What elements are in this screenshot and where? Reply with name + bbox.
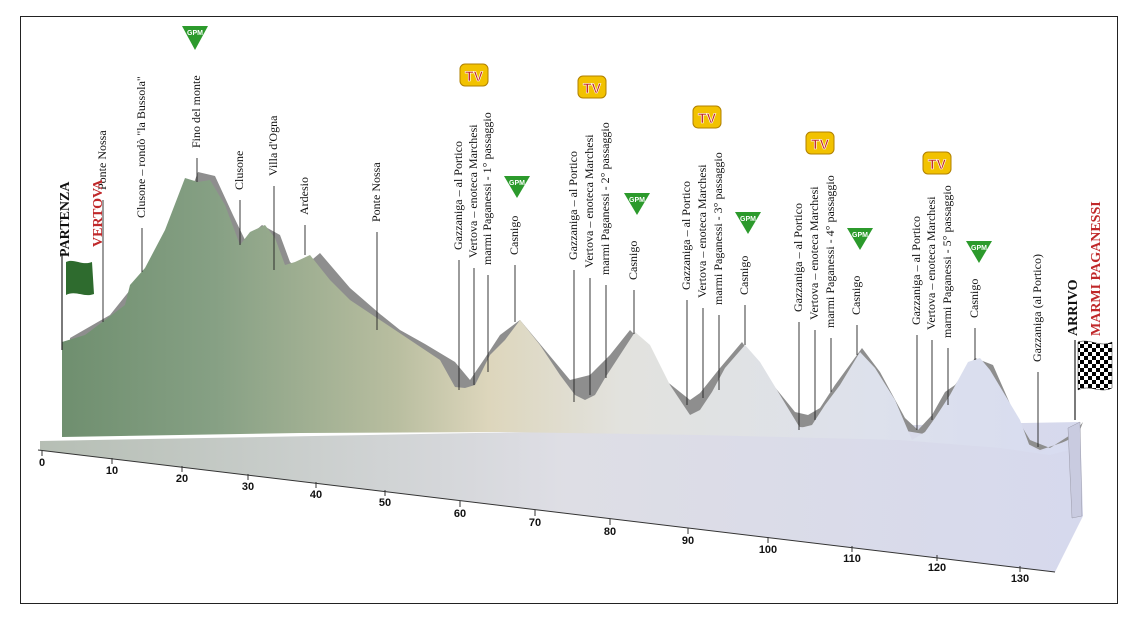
axis-tick-label: 80 [604, 526, 616, 538]
finish-label-marmi-paganessi: MARMI PAGANESSI [1089, 201, 1104, 336]
place-label: Casnigo [849, 276, 863, 315]
axis-tick-label: 130 [1011, 573, 1029, 585]
svg-text:TV: TV [465, 68, 484, 84]
place-label: Vertova – enoteca Marchesi [807, 186, 821, 320]
place-label: marmi Paganessi - 4° passaggio [823, 175, 837, 328]
place-label: marmi Paganessi - 3° passaggio [711, 152, 725, 305]
profile-front-face [62, 178, 1078, 455]
axis-tick-label: 20 [176, 473, 188, 485]
axis-tick-label: 90 [682, 535, 694, 547]
place-labels: Ponte Nossa Clusone – rondò "la Bussola" F… [95, 75, 1044, 362]
tv-badge-icon: TV [577, 75, 607, 99]
place-label: Vertova – enoteca Marchesi [695, 164, 709, 298]
place-label: Vertova – enoteca Marchesi [924, 196, 938, 330]
svg-text:TV: TV [811, 136, 830, 152]
svg-text:TV: TV [583, 80, 602, 96]
axis-tick-label: 100 [759, 544, 777, 556]
axis-tick-label: 60 [454, 508, 466, 520]
label-leaders [102, 158, 1039, 447]
gpm-badge-icon: GPM [966, 241, 992, 263]
place-label: Vertova – enoteca Marchesi [466, 124, 480, 258]
place-label: Gazzaniga – al Portico [451, 141, 465, 250]
svg-text:TV: TV [928, 156, 947, 172]
start-label-vertova: VERTOVA [91, 179, 106, 247]
gpm-badge-icon: GPM [847, 228, 873, 250]
place-label: Casnigo [507, 216, 521, 255]
place-label: Casnigo [967, 279, 981, 318]
profile-floor [40, 422, 1083, 572]
tv-badge-icon: TV [459, 63, 489, 87]
start-flag-icon [61, 255, 94, 350]
place-label: Fino del monte [189, 75, 203, 148]
profile-back-face [70, 172, 1083, 450]
axis-tick-label: 70 [529, 517, 541, 529]
place-label: Gazzaniga – al Portico [679, 181, 693, 290]
place-label: marmi Paganessi - 5° passaggio [940, 185, 954, 338]
svg-text:GPM: GPM [740, 216, 756, 223]
distance-axis-line [37, 449, 1056, 573]
place-label: Villa d'Ogna [266, 115, 280, 176]
svg-text:GPM: GPM [187, 30, 203, 37]
gpm-badge-icon: GPM [504, 176, 530, 198]
gpm-badge-icon: GPM [182, 26, 208, 50]
tv-badge-icon: TV [805, 131, 835, 155]
tv-badge-icon: TV [692, 105, 722, 129]
gpm-badge-icon: GPM [735, 212, 761, 234]
place-label: Gazzaniga – al Portico [909, 216, 923, 325]
place-label: Vertova – enoteca Marchesi [582, 134, 596, 268]
finish-label-arrivo: ARRIVO [1066, 279, 1081, 336]
axis-tick-label: 30 [242, 481, 254, 493]
place-label: Casnigo [626, 241, 640, 280]
svg-text:TV: TV [698, 110, 717, 126]
gpm-badge-icon: GPM [624, 193, 650, 215]
place-label: Ponte Nossa [95, 130, 109, 190]
place-label: Ardesio [297, 177, 311, 215]
axis-tick-label: 50 [379, 497, 391, 509]
axis-tick-label: 110 [843, 553, 861, 565]
finish-flag-icon [1074, 340, 1113, 420]
axis-tick-label: 120 [928, 562, 946, 574]
svg-text:GPM: GPM [509, 180, 525, 187]
axis-tick-label: 40 [310, 489, 322, 501]
place-label: Clusone [232, 151, 246, 190]
axis-tick-label: 10 [106, 465, 118, 477]
svg-text:GPM: GPM [971, 245, 987, 252]
place-label: Ponte Nossa [369, 162, 383, 222]
distance-axis-ticks: 0 10 20 30 40 50 60 70 80 90 100 110 120 130 [39, 450, 1029, 585]
place-label: marmi Paganessi - 2° passaggio [598, 122, 612, 275]
place-label: Clusone – rondò "la Bussola" [134, 76, 148, 218]
svg-text:GPM: GPM [629, 197, 645, 204]
start-label-partenza: PARTENZA [58, 181, 73, 257]
axis-tick-label: 0 [39, 457, 45, 469]
profile-end-wall [1067, 421, 1083, 519]
place-label: Gazzaniga – al Portico [566, 151, 580, 260]
place-label: Casnigo [737, 256, 751, 295]
figure-frame [20, 16, 1118, 604]
place-label: Gazzaniga (al Portico) [1030, 254, 1044, 362]
tv-badge-icon: TV [922, 151, 952, 175]
place-label: marmi Paganessi - 1° passaggio [480, 112, 494, 265]
place-label: Gazzaniga – al Portico [791, 203, 805, 312]
svg-text:GPM: GPM [852, 232, 868, 239]
